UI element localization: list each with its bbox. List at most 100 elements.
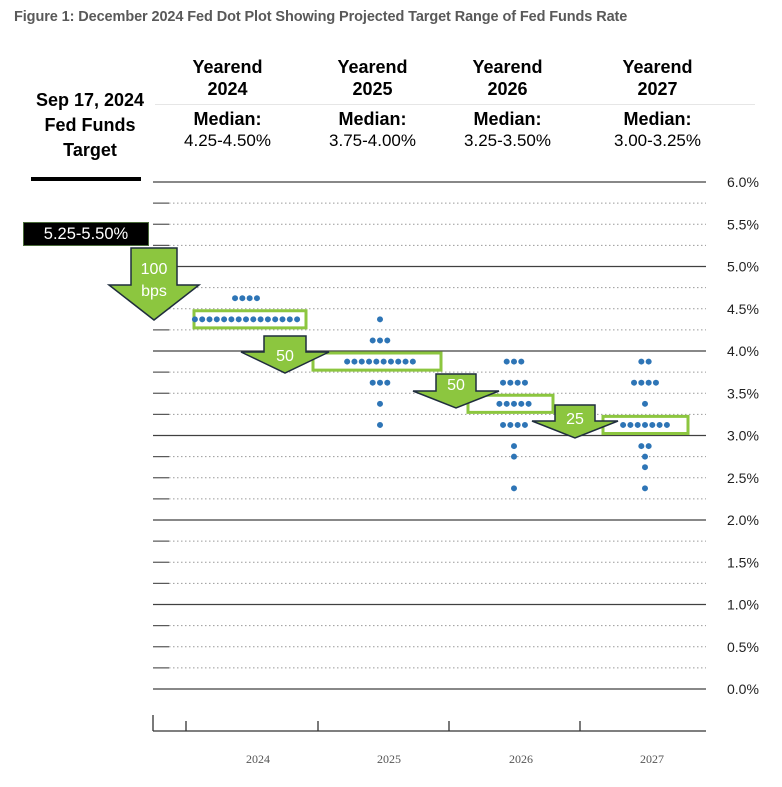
dot <box>279 316 286 323</box>
dot <box>642 485 648 492</box>
dot <box>525 400 532 407</box>
column-header-2024: Yearend 2024 Median: 4.25-4.50% <box>165 56 290 152</box>
y-tick-label: 5.0% <box>727 259 759 275</box>
cut-arrows: 100 bps 50 50 25 <box>106 247 619 439</box>
dot <box>511 358 517 365</box>
year-label: 2026 <box>487 79 528 99</box>
dot-column-2026 <box>496 358 532 492</box>
dot <box>257 316 264 323</box>
y-tick-label: 1.5% <box>727 554 759 570</box>
x-tick-label: 2026 <box>509 752 533 766</box>
dot <box>634 421 641 428</box>
x-axis: 2024 2025 2026 2027 <box>152 715 706 766</box>
y-tick-label: 2.5% <box>727 470 759 486</box>
dot <box>638 358 645 365</box>
y-tick-label: 4.0% <box>727 343 759 359</box>
dot <box>206 316 213 323</box>
dot <box>663 421 670 428</box>
dot <box>369 337 376 344</box>
dot <box>377 421 383 428</box>
dot <box>620 421 627 428</box>
dot <box>191 316 198 323</box>
current-target-underline <box>31 177 141 181</box>
x-tick-label: 2024 <box>246 752 270 766</box>
dot <box>518 358 525 365</box>
median-boxes <box>192 309 690 435</box>
dot <box>514 421 521 428</box>
y-tick-label: 1.0% <box>727 597 759 613</box>
median-value: 4.25-4.50% <box>184 131 271 150</box>
dot <box>228 316 235 323</box>
dot <box>521 379 528 386</box>
dot <box>645 358 652 365</box>
dot <box>496 400 503 407</box>
dot <box>645 379 652 386</box>
header-divider <box>155 104 755 105</box>
dot <box>409 358 416 365</box>
dot <box>511 400 517 407</box>
median-value: 3.25-3.50% <box>464 131 551 150</box>
dot <box>638 443 645 450</box>
y-tick-label: 0.5% <box>727 639 759 655</box>
dot-column-2027 <box>620 358 670 492</box>
dot <box>631 379 638 386</box>
dot <box>645 443 652 450</box>
dot <box>351 358 358 365</box>
dot <box>264 316 271 323</box>
dot <box>286 316 293 323</box>
year-label: 2025 <box>352 79 393 99</box>
dot-column-2025 <box>344 316 416 428</box>
arrow-label: bps <box>141 283 167 300</box>
dot <box>213 316 220 323</box>
column-header-2026: Yearend 2026 Median: 3.25-3.50% <box>445 56 570 152</box>
dot <box>199 316 206 323</box>
dot <box>649 421 656 428</box>
current-target-label-line: Fed Funds <box>44 115 136 135</box>
yearend-label: Yearend <box>472 57 543 77</box>
dot <box>294 316 301 323</box>
dot <box>395 358 402 365</box>
arrow-label: 50 <box>447 377 465 394</box>
dot <box>638 379 645 386</box>
arrow-label: 50 <box>276 348 294 365</box>
yearend-label: Yearend <box>622 57 693 77</box>
dot <box>384 337 391 344</box>
dot <box>387 358 394 365</box>
year-label: 2024 <box>207 79 248 99</box>
dot <box>373 358 380 365</box>
dot <box>377 316 383 323</box>
dot <box>243 316 249 323</box>
dot <box>511 453 517 460</box>
dot <box>642 464 648 471</box>
y-tick-label: 0.0% <box>727 681 759 697</box>
dot <box>503 358 510 365</box>
dot <box>272 316 279 323</box>
dot <box>500 379 507 386</box>
dot <box>239 295 246 302</box>
dot <box>384 379 391 386</box>
median-label: Median: <box>338 109 407 129</box>
x-tick-label: 2025 <box>377 752 401 766</box>
median-label: Median: <box>623 109 692 129</box>
y-tick-label: 5.5% <box>727 216 759 232</box>
current-target-badge: 5.25-5.50% <box>23 222 149 246</box>
current-target-label: Sep 17, 2024 Fed Funds Target <box>22 88 158 163</box>
figure-title: Figure 1: December 2024 Fed Dot Plot Sho… <box>14 9 628 25</box>
dot <box>377 400 383 407</box>
dot <box>503 400 510 407</box>
y-tick-label: 3.0% <box>727 428 759 444</box>
dot <box>377 379 383 386</box>
grid-lines <box>153 181 706 690</box>
dot <box>344 358 351 365</box>
column-header-2025: Yearend 2025 Median: 3.75-4.00% <box>310 56 435 152</box>
dot <box>511 485 517 492</box>
dot <box>642 400 648 407</box>
down-arrow-icon <box>240 335 330 374</box>
year-label: 2027 <box>637 79 678 99</box>
median-value: 3.75-4.00% <box>329 131 416 150</box>
dot-column-2024 <box>191 295 301 323</box>
y-tick-label: 6.0% <box>727 174 759 190</box>
dot <box>627 421 634 428</box>
dots <box>191 295 670 492</box>
